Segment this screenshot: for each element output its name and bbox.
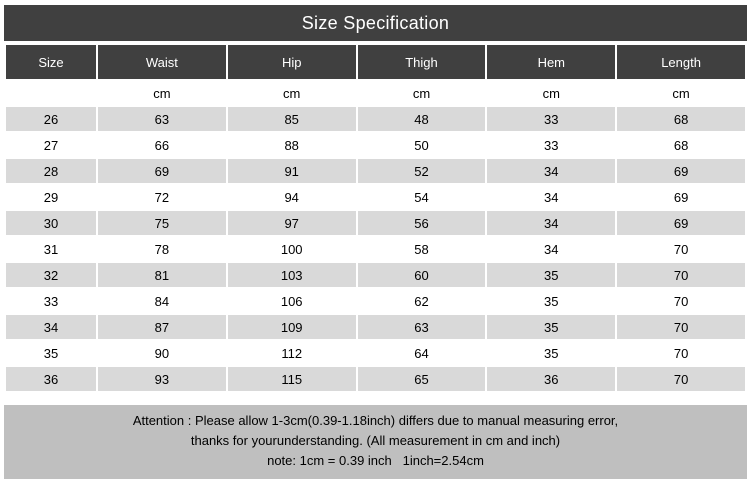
measurement-cell: 72 (98, 185, 226, 209)
measurement-cell: 33 (487, 107, 616, 131)
measurement-cell: 87 (98, 315, 226, 339)
measurement-cell: 64 (357, 341, 486, 365)
measurement-cell: 52 (357, 159, 486, 183)
measurement-cell: 56 (357, 211, 486, 235)
table-row: 35 90 112 64 35 70 (6, 341, 745, 365)
unit-cell: cm (98, 81, 226, 105)
column-header-hip: Hip (227, 45, 356, 79)
unit-row: cm cm cm cm cm (6, 81, 745, 105)
measurement-cell: 90 (98, 341, 226, 365)
table-row: 36 93 115 65 36 70 (6, 367, 745, 391)
size-cell: 34 (6, 315, 96, 339)
attention-line-2: thanks for yourunderstanding. (All measu… (190, 433, 561, 448)
measurement-cell: 36 (487, 367, 616, 391)
size-cell: 35 (6, 341, 96, 365)
measurement-cell: 70 (617, 341, 745, 365)
column-header-waist: Waist (98, 45, 226, 79)
measurement-cell: 34 (487, 237, 616, 261)
measurement-cell: 70 (617, 289, 745, 313)
measurement-cell: 97 (227, 211, 356, 235)
measurement-cell: 78 (98, 237, 226, 261)
measurement-cell: 68 (617, 133, 745, 157)
measurement-cell: 62 (357, 289, 486, 313)
attention-line-1: Attention : Please allow 1-3cm(0.39-1.18… (132, 413, 619, 428)
size-cell: 33 (6, 289, 96, 313)
measurement-cell: 34 (487, 211, 616, 235)
measurement-cell: 63 (357, 315, 486, 339)
header-row: Size Waist Hip Thigh Hem Length (6, 45, 745, 79)
measurement-cell: 68 (617, 107, 745, 131)
measurement-cell: 69 (98, 159, 226, 183)
size-cell: 30 (6, 211, 96, 235)
measurement-cell: 34 (487, 185, 616, 209)
measurement-cell: 81 (98, 263, 226, 287)
measurement-cell: 66 (98, 133, 226, 157)
measurement-cell: 35 (487, 341, 616, 365)
page-title: Size Specification (4, 5, 747, 41)
table-row: 30 75 97 56 34 69 (6, 211, 745, 235)
measurement-cell: 60 (357, 263, 486, 287)
measurement-cell: 70 (617, 263, 745, 287)
measurement-cell: 34 (487, 159, 616, 183)
table-row: 28 69 91 52 34 69 (6, 159, 745, 183)
measurement-cell: 58 (357, 237, 486, 261)
size-cell: 36 (6, 367, 96, 391)
attention-note: Attention : Please allow 1-3cm(0.39-1.18… (4, 405, 747, 479)
table-row: 31 78 100 58 34 70 (6, 237, 745, 261)
table-row: 26 63 85 48 33 68 (6, 107, 745, 131)
column-header-thigh: Thigh (357, 45, 486, 79)
size-table: Size Waist Hip Thigh Hem Length cm cm cm cm cm 26 6… (4, 43, 747, 393)
measurement-cell: 91 (227, 159, 356, 183)
spacer-row (4, 393, 747, 405)
size-spec-sheet: Size Specification Size Waist Hip Thigh Hem L… (4, 5, 747, 479)
measurement-cell: 63 (98, 107, 226, 131)
measurement-cell: 33 (487, 133, 616, 157)
measurement-cell: 103 (227, 263, 356, 287)
size-cell: 32 (6, 263, 96, 287)
measurement-cell: 106 (227, 289, 356, 313)
measurement-cell: 54 (357, 185, 486, 209)
column-header-hem: Hem (487, 45, 616, 79)
unit-cell: cm (487, 81, 616, 105)
unit-cell: cm (227, 81, 356, 105)
measurement-cell: 70 (617, 367, 745, 391)
measurement-cell: 85 (227, 107, 356, 131)
attention-line-3: note: 1cm = 0.39 inch 1inch=2.54cm (267, 453, 484, 468)
unit-cell: cm (357, 81, 486, 105)
measurement-cell: 75 (98, 211, 226, 235)
measurement-cell: 94 (227, 185, 356, 209)
size-cell: 31 (6, 237, 96, 261)
measurement-cell: 50 (357, 133, 486, 157)
measurement-cell: 70 (617, 315, 745, 339)
size-cell: 28 (6, 159, 96, 183)
measurement-cell: 109 (227, 315, 356, 339)
table-row: 34 87 109 63 35 70 (6, 315, 745, 339)
measurement-cell: 93 (98, 367, 226, 391)
measurement-cell: 69 (617, 185, 745, 209)
size-cell: 26 (6, 107, 96, 131)
measurement-cell: 35 (487, 289, 616, 313)
table-row: 29 72 94 54 34 69 (6, 185, 745, 209)
measurement-cell: 69 (617, 211, 745, 235)
measurement-cell: 100 (227, 237, 356, 261)
unit-cell: cm (617, 81, 745, 105)
column-header-size: Size (6, 45, 96, 79)
table-row: 32 81 103 60 35 70 (6, 263, 745, 287)
unit-cell (6, 81, 96, 105)
table-row: 27 66 88 50 33 68 (6, 133, 745, 157)
measurement-cell: 115 (227, 367, 356, 391)
measurement-cell: 70 (617, 237, 745, 261)
table-row: 33 84 106 62 35 70 (6, 289, 745, 313)
measurement-cell: 69 (617, 159, 745, 183)
measurement-cell: 48 (357, 107, 486, 131)
measurement-cell: 112 (227, 341, 356, 365)
measurement-cell: 65 (357, 367, 486, 391)
measurement-cell: 35 (487, 263, 616, 287)
size-cell: 27 (6, 133, 96, 157)
measurement-cell: 35 (487, 315, 616, 339)
measurement-cell: 84 (98, 289, 226, 313)
column-header-length: Length (617, 45, 745, 79)
measurement-cell: 88 (227, 133, 356, 157)
size-cell: 29 (6, 185, 96, 209)
